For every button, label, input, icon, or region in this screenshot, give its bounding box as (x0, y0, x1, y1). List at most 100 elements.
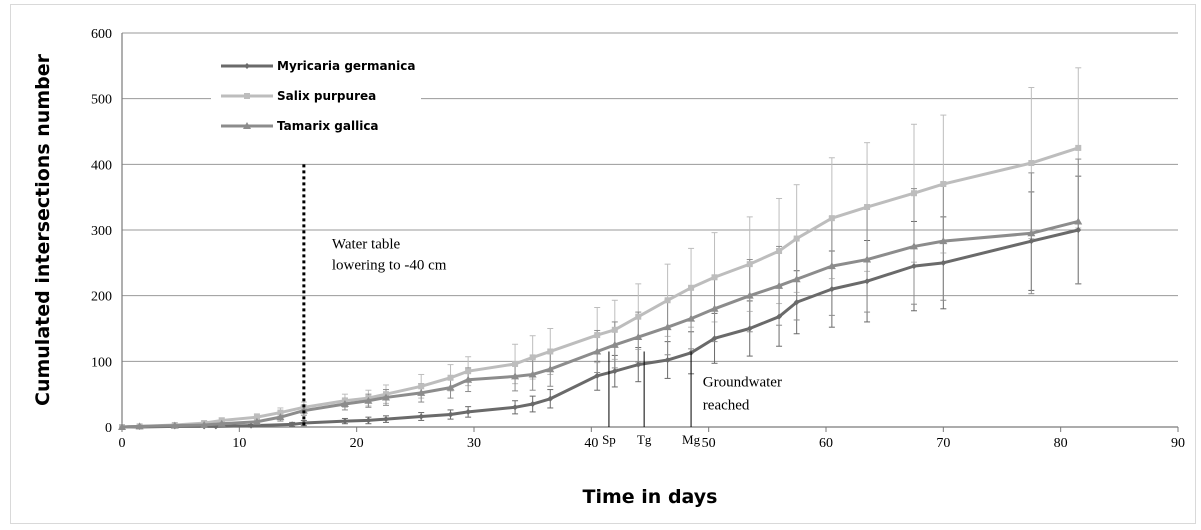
legend-label: Salix purpurea (277, 89, 376, 103)
y-tick-label: 100 (91, 355, 112, 370)
data-point (1027, 229, 1036, 237)
data-point (1075, 144, 1082, 151)
data-point (864, 204, 871, 211)
water-table-label-1: Water table (332, 236, 401, 252)
y-tick-label: 500 (91, 93, 112, 108)
x-tick-label: 80 (1054, 436, 1068, 451)
groundwater-marker-label: Mg (682, 432, 701, 447)
legend-marker (244, 93, 250, 99)
x-tick-label: 40 (584, 436, 598, 451)
data-point (299, 406, 308, 414)
data-point (252, 417, 261, 425)
data-point (775, 281, 784, 289)
data-point (910, 242, 918, 250)
legend-marker (243, 122, 251, 129)
data-point (276, 413, 285, 421)
data-point (711, 274, 718, 281)
data-point (511, 372, 520, 380)
data-point (746, 325, 753, 332)
data-point (528, 370, 537, 378)
data-point (1028, 238, 1035, 245)
y-tick-label: 600 (91, 27, 112, 42)
data-point (828, 215, 835, 222)
data-point (277, 409, 284, 416)
data-point (664, 357, 671, 364)
data-point (793, 235, 800, 242)
y-tick-label: 200 (91, 290, 112, 305)
data-point (634, 333, 643, 341)
chart-frame: 0 100 200 300 400 500 600 0 10 20 30 40 50 60 70 80 90 W… (10, 4, 1196, 524)
groundwater-label-1: Groundwater (703, 374, 782, 390)
data-point (170, 421, 179, 429)
data-point (417, 388, 426, 396)
x-tick-label: 60 (819, 436, 833, 451)
data-point (447, 411, 454, 418)
data-point (340, 400, 349, 408)
water-table-label-2: lowering to -40 cm (332, 257, 447, 273)
series-line-2 (121, 146, 1079, 429)
x-tick-label: 70 (936, 436, 950, 451)
data-point (610, 340, 619, 348)
y-tick-label: 0 (105, 421, 112, 436)
legend-marker (244, 63, 250, 69)
data-point (217, 419, 226, 427)
series-line-1 (122, 228, 1079, 429)
data-point (663, 323, 672, 331)
data-point (793, 299, 800, 306)
data-point (939, 237, 948, 245)
data-point (792, 275, 801, 283)
data-point (776, 313, 783, 320)
x-tick-label: 10 (232, 436, 246, 451)
data-point (594, 332, 601, 339)
data-point (547, 395, 554, 402)
data-point (365, 417, 372, 424)
data-point (447, 374, 454, 381)
data-point (711, 335, 718, 342)
x-tick-label: 90 (1171, 436, 1185, 451)
data-point (446, 383, 455, 391)
data-point (1074, 217, 1083, 225)
data-point (118, 423, 126, 430)
y-tick-label: 400 (91, 158, 112, 173)
data-point (418, 413, 425, 420)
data-point (776, 248, 783, 255)
data-point (911, 190, 917, 197)
data-point (364, 396, 373, 404)
data-point (547, 348, 554, 355)
data-point (382, 393, 390, 401)
data-point (828, 286, 835, 293)
data-point (635, 313, 642, 320)
data-point (594, 372, 601, 379)
data-point (635, 361, 642, 368)
data-point (611, 326, 618, 333)
data-point (1028, 160, 1035, 167)
line-chart: 0 100 200 300 400 500 600 0 10 20 30 40 50 60 70 80 90 W… (32, 27, 1185, 508)
x-axis-title: Time in days (583, 486, 718, 508)
data-point (529, 401, 536, 408)
groundwater-label-2: reached (703, 397, 750, 413)
data-point (546, 365, 555, 373)
data-point (512, 360, 519, 367)
data-point (746, 261, 753, 268)
data-point (593, 347, 602, 355)
data-point (135, 422, 144, 430)
data-point (911, 263, 917, 270)
data-point (710, 304, 719, 312)
x-tick-label: 0 (119, 436, 126, 451)
groundwater-marker-label: Tg (637, 432, 652, 447)
data-point (418, 383, 425, 390)
data-point (529, 354, 536, 361)
data-point (1075, 227, 1082, 233)
data-point (864, 278, 871, 285)
data-point (687, 314, 696, 322)
legend-box (211, 53, 421, 157)
x-tick-label: 20 (350, 436, 364, 451)
data-point (863, 255, 872, 263)
x-tick-label: 30 (467, 436, 481, 451)
data-point (512, 404, 519, 411)
data-point (465, 368, 472, 375)
data-point (248, 422, 255, 429)
data-point (745, 291, 754, 299)
legend-label: Myricaria germanica (277, 59, 415, 73)
data-point (664, 297, 671, 304)
